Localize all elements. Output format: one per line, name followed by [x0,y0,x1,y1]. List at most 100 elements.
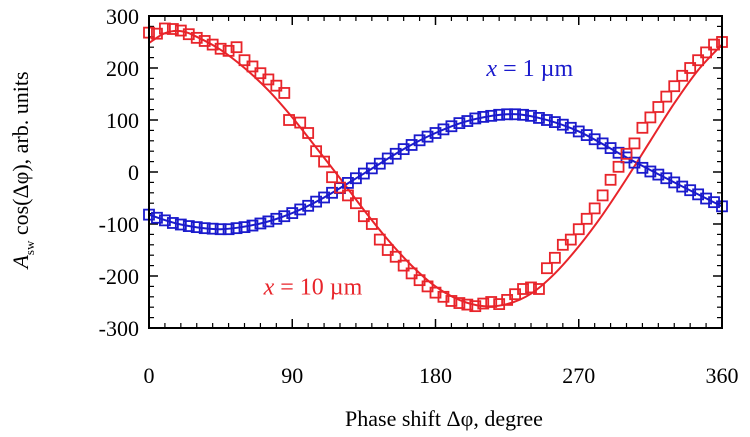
y-tick-label: 0 [128,160,139,185]
data-point-series-1 [342,189,354,202]
y-axis-title-var: A [8,255,33,271]
data-point-series-0 [222,223,235,236]
data-point-series-0 [278,210,291,223]
data-point-series-1 [564,233,577,246]
data-point-series-1 [182,28,195,41]
data-point-series-1 [580,212,593,225]
data-point-series-1 [262,73,275,86]
data-point-series-1 [166,23,179,35]
data-point-series-0 [477,110,490,123]
data-point-series-1 [572,223,585,236]
data-point-series-1 [461,298,474,311]
data-point-series-0 [230,222,243,235]
series-label-text: = 10 µm [274,275,362,301]
series-label-var: x [263,275,275,301]
data-point-series-1 [644,111,657,124]
data-point-series-1 [684,62,697,74]
data-point-series-1 [270,79,283,92]
y-axis-title-rest: cos(Δφ), arb. units [8,71,33,240]
data-points [143,22,728,313]
data-point-series-0 [493,108,506,121]
data-point-series-0 [636,161,649,174]
data-point-series-0 [166,217,179,229]
data-point-series-0 [485,109,498,122]
data-point-series-1 [413,274,426,287]
data-point-series-1 [294,116,307,129]
data-point-series-0 [294,203,307,216]
data-point-series-0 [517,108,529,121]
data-point-series-1 [668,80,681,93]
data-point-series-1 [405,267,418,280]
data-point-series-0 [556,118,569,131]
data-point-series-0 [254,217,267,230]
data-point-series-0 [270,212,283,225]
data-point-series-0 [469,112,482,125]
data-point-series-0 [151,211,163,224]
data-point-series-0 [238,221,251,234]
y-tick-label: 300 [106,4,139,29]
data-point-series-1 [692,54,705,67]
data-point-series-1 [708,38,720,51]
data-point-series-1 [469,300,482,313]
data-point-series-1 [246,60,259,73]
data-point-series-0 [174,218,187,231]
data-point-series-0 [700,192,712,205]
data-point-series-1 [230,41,243,54]
data-point-series-0 [182,220,195,232]
data-point-series-1 [302,127,315,139]
data-point-series-1 [238,54,251,67]
data-point-series-1 [283,114,295,126]
data-point-series-1 [596,189,609,202]
data-point-series-0 [548,116,561,128]
data-point-series-1 [612,160,625,173]
x-tick-label: 270 [562,363,595,388]
data-point-series-1 [381,244,394,256]
x-axis-title: Phase shift Δφ, degree [345,406,543,431]
data-point-series-1 [604,173,617,186]
y-tick-label: -100 [99,212,139,237]
data-point-series-0 [501,108,514,121]
data-point-series-1 [389,250,402,263]
data-point-series-0 [437,123,450,136]
data-point-series-0 [214,223,227,236]
data-point-series-0 [286,207,299,219]
data-point-series-1 [588,202,601,215]
data-point-series-0 [262,215,275,228]
fit-curves [148,29,723,308]
y-tick-label: 100 [106,108,139,133]
data-point-series-1 [525,281,537,294]
data-point-series-0 [429,127,442,139]
data-point-series-1 [326,171,338,184]
data-point-series-0 [509,108,521,121]
x-tick-label: 90 [281,363,303,388]
data-point-series-1 [373,233,386,246]
data-point-series-0 [190,221,203,234]
data-point-series-1 [700,46,712,59]
y-axis-title: Asw cos(Δφ), arb. units [8,71,37,270]
data-point-series-0 [541,114,553,126]
data-point-series-0 [159,214,171,227]
data-point-series-0 [644,165,657,178]
data-point-series-1 [485,296,498,308]
data-point-series-1 [477,297,490,310]
data-point-series-1 [517,283,529,295]
y-tick-label: -200 [99,264,139,289]
data-point-series-1 [548,251,561,264]
data-point-series-1 [676,69,689,82]
data-point-series-1 [350,197,362,210]
data-point-series-1 [214,42,227,55]
data-point-series-1 [628,137,641,150]
data-point-series-1 [278,87,291,99]
data-point-series-0 [564,121,577,134]
data-point-series-1 [190,31,203,44]
x-tick-label: 360 [706,363,739,388]
data-point-series-1 [334,181,346,194]
tick-labels: 0 90 180 270 360 300 200 100 0 -100 -200 -300 [99,4,739,388]
data-point-series-0 [198,222,211,235]
data-point-series-1 [357,210,370,223]
data-point-series-1 [397,259,410,272]
data-point-series-0 [525,109,537,122]
data-point-series-0 [533,112,545,124]
data-point-series-1 [533,283,545,295]
data-point-series-0 [445,120,458,133]
